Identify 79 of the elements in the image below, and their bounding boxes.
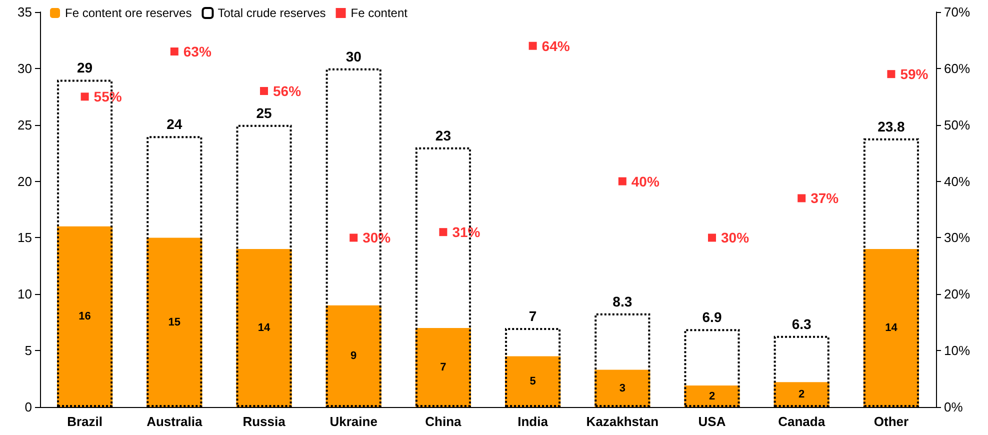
y-tick-label: 20	[18, 174, 32, 189]
point	[618, 177, 626, 186]
bar	[326, 305, 382, 407]
legend-label: Fe content ore reserves	[65, 6, 192, 20]
y-tick-label: 25	[18, 117, 32, 132]
y-tick-label: 5	[24, 343, 32, 358]
data-label: 29	[77, 60, 93, 76]
data-label: 2	[708, 390, 716, 402]
x-tick-label: Other	[874, 414, 909, 429]
bar	[505, 356, 561, 407]
bar	[863, 249, 919, 407]
point	[170, 48, 178, 56]
data-label: 40%	[631, 173, 660, 190]
point	[798, 194, 806, 202]
data-label: 7	[440, 362, 446, 374]
legend-label: Fe content	[350, 6, 408, 20]
data-label: 56%	[273, 83, 302, 99]
point	[439, 228, 448, 236]
bar	[774, 382, 830, 407]
data-label: 15	[168, 316, 181, 328]
x-tick-label: Brazil	[67, 414, 103, 429]
data-label: 30%	[362, 230, 392, 246]
data-label: 30	[346, 48, 362, 64]
data-label: 7	[528, 308, 537, 324]
x-tick-label: USA	[698, 414, 726, 429]
data-label: 63%	[183, 44, 212, 60]
data-label: 6.9	[702, 309, 722, 326]
point	[350, 234, 358, 242]
bar	[57, 226, 113, 407]
x-tick-label: Ukraine	[330, 414, 378, 429]
data-label: 55%	[94, 88, 122, 105]
point	[708, 234, 716, 242]
x-tick-label: India	[518, 414, 549, 429]
y2-tick-label: 30%	[944, 230, 970, 246]
data-label: 14	[885, 322, 898, 334]
data-label: 14	[258, 322, 271, 334]
y-tick-label: 15	[18, 230, 32, 246]
data-label: 2	[798, 388, 805, 401]
data-label: 3	[619, 382, 626, 394]
y-tick-label: 35	[18, 4, 32, 20]
y2-tick-label: 60%	[944, 60, 970, 76]
bar	[684, 386, 740, 407]
y2-tick-label: 10%	[944, 343, 970, 358]
data-label: 30%	[721, 230, 750, 246]
y2-tick-label: 50%	[944, 117, 970, 132]
bar	[146, 238, 202, 407]
data-label: 9	[350, 350, 357, 362]
y-tick-label: 30	[18, 60, 32, 76]
data-label: 37%	[810, 190, 840, 206]
data-label: 25	[256, 104, 272, 121]
x-tick-label: Kazakhstan	[586, 414, 659, 429]
data-label: 31%	[452, 224, 481, 240]
data-label: 23.8	[878, 118, 906, 134]
y2-tick-label: 40%	[944, 174, 970, 189]
data-label: 6.3	[792, 316, 812, 332]
data-label: 23	[435, 127, 452, 144]
y2-tick-label: 70%	[944, 4, 970, 20]
bar	[594, 370, 650, 407]
point	[528, 42, 537, 50]
data-label: 59%	[900, 66, 929, 82]
x-tick-label: Canada	[778, 414, 826, 429]
y2-tick-label: 20%	[944, 286, 970, 302]
x-tick-label: Australia	[146, 414, 203, 429]
point	[260, 87, 268, 95]
point	[887, 70, 896, 78]
y-tick-label: 0	[24, 400, 32, 414]
point	[80, 92, 89, 101]
y2-tick-label: 0%	[944, 400, 964, 414]
data-label: 8.3	[612, 293, 632, 310]
legend-label: Total crude reserves	[218, 6, 326, 20]
x-tick-label: Russia	[242, 414, 286, 429]
x-tick-label: China	[425, 414, 462, 429]
data-label: 5	[530, 376, 536, 388]
bar	[415, 328, 471, 407]
data-label: 24	[166, 116, 182, 132]
y-tick-label: 10	[18, 286, 32, 302]
bar	[236, 249, 292, 407]
data-label: 64%	[542, 38, 570, 54]
data-label: 16	[78, 310, 91, 323]
